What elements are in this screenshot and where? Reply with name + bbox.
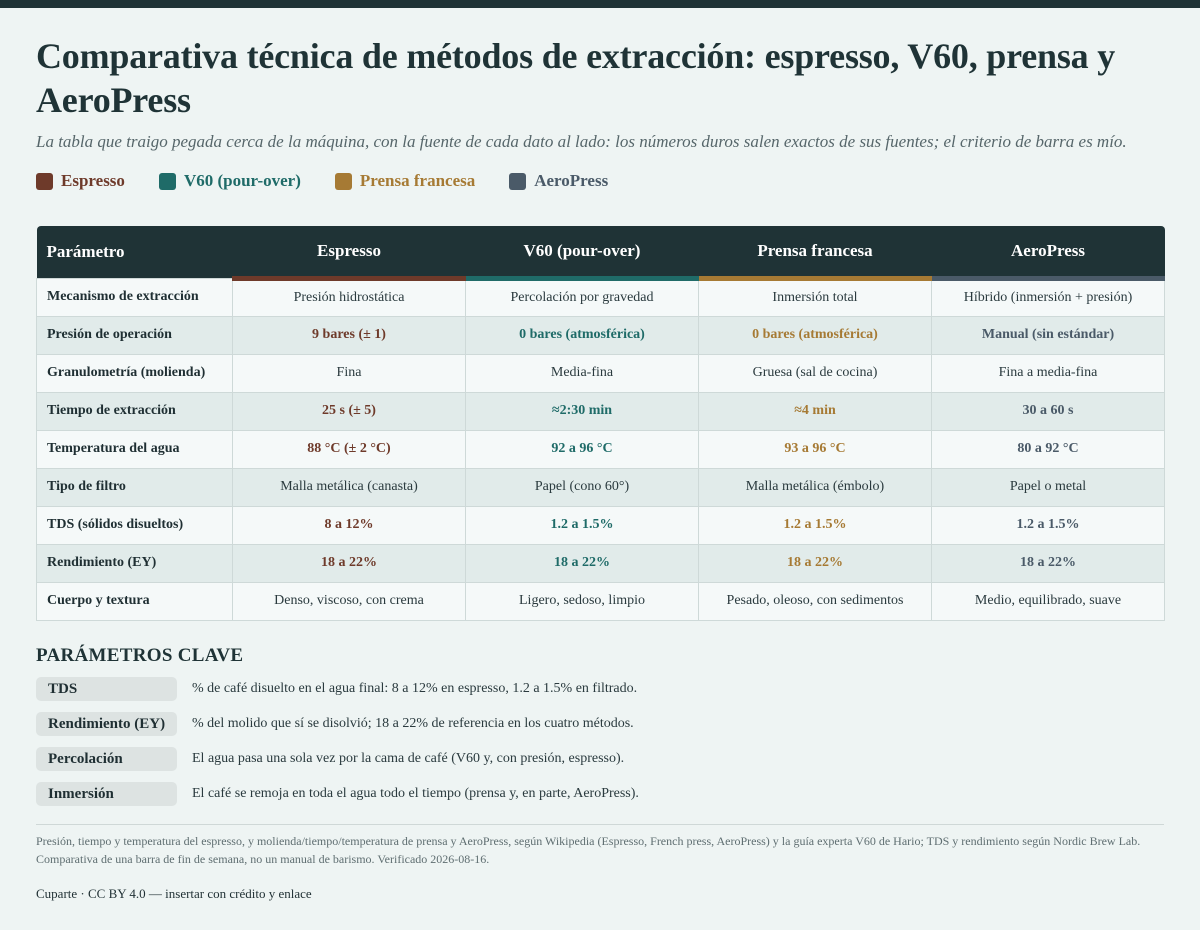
row-parameter-name: TDS (sólidos disueltos)	[36, 505, 233, 545]
key-param-item: Inmersión El café se remoja en toda el ag…	[36, 781, 1164, 806]
cell-espresso: Presión hidrostática	[232, 277, 466, 317]
cell-espresso: 25 s (± 5)	[232, 391, 466, 431]
key-param-description: % del molido que sí se disolvió; 18 a 22…	[192, 715, 634, 731]
key-params-title: PARÁMETROS CLAVE	[36, 644, 244, 666]
legend: Espresso V60 (pour-over) Prensa francesa…	[36, 170, 1164, 192]
row-parameter-name: Tiempo de extracción	[36, 391, 233, 431]
cell-espresso: 88 °C (± 2 °C)	[232, 429, 466, 469]
cell-v60: ≈2:30 min	[465, 391, 699, 431]
cell-prensa: 0 bares (atmosférica)	[698, 315, 932, 355]
cell-prensa: 1.2 a 1.5%	[698, 505, 932, 545]
table-body: Mecanismo de extracción Presión hidrostát…	[36, 277, 1165, 621]
key-param-description: El agua pasa una sola vez por la cama de…	[192, 750, 625, 766]
cell-aeropress: Híbrido (inmersión + presión)	[931, 277, 1165, 317]
cell-v60: Media-fina	[465, 353, 699, 393]
column-header-parametro: Parámetro	[36, 226, 233, 278]
cell-v60: Percolación por gravedad	[465, 277, 699, 317]
row-parameter-name: Presión de operación	[36, 315, 233, 355]
key-params-list: TDS % de café disuelto en el agua final: …	[36, 676, 1164, 806]
table-header-row: Parámetro Espresso V60 (pour-over) Prens…	[36, 226, 1165, 281]
table-row: Tiempo de extracción 25 s (± 5) ≈2:30 min ≈…	[36, 391, 1165, 431]
cell-aeropress: 80 a 92 °C	[931, 429, 1165, 469]
row-parameter-name: Granulometría (molienda)	[36, 353, 233, 393]
cell-aeropress: Manual (sin estándar)	[931, 315, 1165, 355]
row-parameter-name: Tipo de filtro	[36, 467, 233, 507]
cell-espresso: Fina	[232, 353, 466, 393]
table-row: Mecanismo de extracción Presión hidrostát…	[36, 277, 1165, 317]
comparison-table: Parámetro Espresso V60 (pour-over) Prens…	[36, 226, 1165, 621]
row-parameter-name: Rendimiento (EY)	[36, 543, 233, 583]
key-param-description: El café se remoja en toda el agua todo e…	[192, 785, 639, 801]
cell-prensa: Pesado, oleoso, con sedimentos	[698, 581, 932, 621]
cell-aeropress: 18 a 22%	[931, 543, 1165, 583]
legend-label-prensa: Prensa francesa	[359, 171, 476, 190]
table-row: Presión de operación 9 bares (± 1) 0 bares…	[36, 315, 1165, 355]
cell-aeropress: Papel o metal	[931, 467, 1165, 507]
row-parameter-name: Mecanismo de extracción	[36, 277, 233, 317]
cell-v60: 1.2 a 1.5%	[465, 505, 699, 545]
legend-label-aeropress: AeroPress	[534, 171, 609, 190]
key-param-item: Percolación El agua pasa una sola vez por…	[36, 746, 1164, 771]
key-param-term: TDS	[36, 676, 177, 701]
sources-note: Presión, tiempo y temperatura del espres…	[36, 833, 1141, 866]
legend-swatch-espresso	[36, 172, 53, 190]
legend-item-aeropress: AeroPress	[509, 171, 608, 191]
key-param-term: Inmersión	[36, 781, 177, 806]
key-param-description: % de café disuelto en el agua final: 8 a…	[192, 680, 638, 696]
table-row: Tipo de filtro Malla metálica (canasta) Pa…	[36, 467, 1165, 507]
legend-swatch-aeropress	[509, 172, 527, 190]
cell-prensa: ≈4 min	[698, 391, 932, 431]
column-header-v60: V60 (pour-over)	[465, 226, 699, 281]
row-parameter-name: Cuerpo y textura	[36, 581, 233, 621]
legend-swatch-v60	[158, 172, 176, 190]
table-row: Rendimiento (EY) 18 a 22% 18 a 22% 18 a 22%…	[36, 543, 1165, 583]
legend-label-espresso: Espresso	[61, 171, 125, 190]
page-content: Comparativa técnica de métodos de extrac…	[36, 34, 1165, 902]
cell-v60: 0 bares (atmosférica)	[465, 315, 699, 355]
page-subtitle: La tabla que traigo pegada cerca de la m…	[36, 132, 1127, 151]
cell-aeropress: 30 a 60 s	[931, 391, 1165, 431]
key-param-item: Rendimiento (EY) % del molido que sí se d…	[36, 711, 1164, 736]
key-param-term: Percolación	[36, 746, 177, 771]
column-header-prensa: Prensa francesa	[698, 226, 932, 281]
legend-swatch-prensa	[334, 172, 352, 190]
legend-item-prensa: Prensa francesa	[334, 171, 476, 191]
table-row: Cuerpo y textura Denso, viscoso, con crem…	[36, 581, 1165, 621]
cell-espresso: Malla metálica (canasta)	[232, 467, 466, 507]
cell-aeropress: 1.2 a 1.5%	[931, 505, 1165, 545]
column-header-aeropress: AeroPress	[931, 226, 1165, 281]
row-parameter-name: Temperatura del agua	[36, 429, 233, 469]
cell-prensa: Inmersión total	[698, 277, 932, 317]
cell-espresso: 9 bares (± 1)	[232, 315, 466, 355]
cell-v60: Papel (cono 60°)	[465, 467, 699, 507]
cell-aeropress: Fina a media-fina	[931, 353, 1165, 393]
key-param-term: Rendimiento (EY)	[36, 711, 177, 736]
key-param-item: TDS % de café disuelto en el agua final: …	[36, 676, 1164, 701]
cell-espresso: 18 a 22%	[232, 543, 466, 583]
cell-prensa: 18 a 22%	[698, 543, 932, 583]
cell-v60: Ligero, sedoso, limpio	[465, 581, 699, 621]
cell-espresso: 8 a 12%	[232, 505, 466, 545]
cell-espresso: Denso, viscoso, con crema	[232, 581, 466, 621]
cell-prensa: Gruesa (sal de cocina)	[698, 353, 932, 393]
footer-divider	[36, 823, 1164, 825]
cell-aeropress: Medio, equilibrado, suave	[931, 581, 1165, 621]
cell-prensa: Malla metálica (émbolo)	[698, 467, 932, 507]
cell-v60: 18 a 22%	[465, 543, 699, 583]
credit-line: Cuparte · CC BY 4.0 — insertar con crédi…	[36, 885, 312, 901]
legend-label-v60: V60 (pour-over)	[183, 171, 301, 190]
cell-prensa: 93 a 96 °C	[698, 429, 932, 469]
top-accent-bar	[0, 0, 1200, 8]
legend-item-espresso: Espresso	[36, 171, 125, 191]
column-header-espresso: Espresso	[232, 226, 466, 281]
cell-v60: 92 a 96 °C	[465, 429, 699, 469]
table-row: TDS (sólidos disueltos) 8 a 12% 1.2 a 1.5%…	[36, 505, 1165, 545]
legend-item-v60: V60 (pour-over)	[158, 171, 301, 191]
table-row: Temperatura del agua 88 °C (± 2 °C) 92 a 9…	[36, 429, 1165, 469]
table-row: Granulometría (molienda) Fina Media-fina Gr…	[36, 353, 1165, 393]
page-title: Comparativa técnica de métodos de extrac…	[36, 36, 1116, 120]
